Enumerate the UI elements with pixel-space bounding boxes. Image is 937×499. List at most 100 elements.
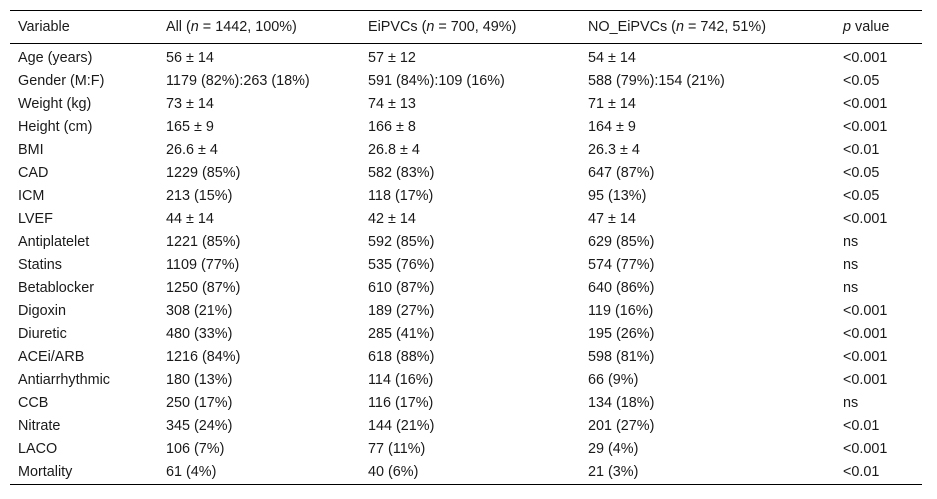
cell-variable: ICM [18,188,45,204]
cell-no-eipvcs: 21 (3%) [588,464,639,480]
cell-variable: Digoxin [18,303,66,319]
header-no-eipvcs: NO_EiPVCs (n = 742, 51%) [588,19,766,35]
table-row: Weight (kg) 73 ± 14 74 ± 13 71 ± 14 <0.001 [10,93,922,116]
cell-p-value: <0.01 [843,418,880,434]
data-table-container: Variable All (n = 1442, 100%) EiPVCs (n … [10,10,922,485]
patient-characteristics-table: Variable All (n = 1442, 100%) EiPVCs (n … [10,10,922,485]
cell-variable: LACO [18,441,58,457]
table-row: LACO 106 (7%) 77 (11%) 29 (4%) <0.001 [10,438,922,461]
cell-variable: Height (cm) [18,119,93,135]
cell-no-eipvcs: 54 ± 14 [588,50,636,66]
cell-eipvcs: 591 (84%):109 (16%) [368,73,505,89]
table-header: Variable All (n = 1442, 100%) EiPVCs (n … [10,10,922,44]
cell-eipvcs: 77 (11%) [368,441,426,457]
cell-variable: Antiplatelet [18,234,90,250]
cell-all: 73 ± 14 [166,96,214,112]
cell-all: 106 (7%) [166,441,225,457]
header-p-value: p value [843,19,890,35]
table-body: Age (years) 56 ± 14 57 ± 12 54 ± 14 <0.001 Ge… [10,44,922,485]
header-all: All (n = 1442, 100%) [166,19,297,35]
cell-p-value: <0.001 [843,50,888,66]
table-row: Statins 1109 (77%) 535 (76%) 574 (77%) ns [10,254,922,277]
cell-p-value: <0.05 [843,165,880,181]
table-row: Gender (M:F) 1179 (82%):263 (18%) 591 (84%… [10,70,922,93]
table-row: Diuretic 480 (33%) 285 (41%) 195 (26%) <0.00… [10,323,922,346]
table-row: Nitrate 345 (24%) 144 (21%) 201 (27%) <0.01 [10,415,922,438]
cell-eipvcs: 189 (27%) [368,303,435,319]
cell-all: 1250 (87%) [166,280,241,296]
cell-eipvcs: 166 ± 8 [368,119,416,135]
table-row: CCB 250 (17%) 116 (17%) 134 (18%) ns [10,392,922,415]
cell-all: 1229 (85%) [166,165,241,181]
cell-no-eipvcs: 195 (26%) [588,326,655,342]
cell-all: 480 (33%) [166,326,233,342]
cell-eipvcs: 116 (17%) [368,395,434,411]
cell-eipvcs: 144 (21%) [368,418,435,434]
cell-variable: CAD [18,165,49,181]
cell-all: 165 ± 9 [166,119,214,135]
cell-variable: Diuretic [18,326,67,342]
table-row: Digoxin 308 (21%) 189 (27%) 119 (16%) <0.001 [10,300,922,323]
cell-no-eipvcs: 29 (4%) [588,441,639,457]
cell-no-eipvcs: 598 (81%) [588,349,655,365]
cell-no-eipvcs: 47 ± 14 [588,211,636,227]
table-row: CAD 1229 (85%) 582 (83%) 647 (87%) <0.05 [10,162,922,185]
cell-all: 180 (13%) [166,372,233,388]
cell-p-value: <0.05 [843,73,880,89]
header-eipvcs: EiPVCs (n = 700, 49%) [368,19,517,35]
cell-variable: BMI [18,142,44,158]
cell-p-value: <0.001 [843,96,888,112]
cell-eipvcs: 42 ± 14 [368,211,416,227]
cell-no-eipvcs: 119 (16%) [588,303,654,319]
cell-variable: Antiarrhythmic [18,372,110,388]
table-row: Height (cm) 165 ± 9 166 ± 8 164 ± 9 <0.001 [10,116,922,139]
cell-no-eipvcs: 647 (87%) [588,165,655,181]
cell-p-value: <0.001 [843,211,888,227]
cell-eipvcs: 26.8 ± 4 [368,142,420,158]
cell-variable: Gender (M:F) [18,73,105,89]
table-row: ICM 213 (15%) 118 (17%) 95 (13%) <0.05 [10,185,922,208]
cell-no-eipvcs: 574 (77%) [588,257,655,273]
cell-no-eipvcs: 95 (13%) [588,188,647,204]
cell-variable: Betablocker [18,280,94,296]
cell-variable: ACEi/ARB [18,349,85,365]
cell-all: 1216 (84%) [166,349,241,365]
cell-no-eipvcs: 629 (85%) [588,234,655,250]
cell-eipvcs: 592 (85%) [368,234,435,250]
cell-p-value: <0.001 [843,326,888,342]
cell-no-eipvcs: 164 ± 9 [588,119,636,135]
cell-variable: LVEF [18,211,53,227]
cell-eipvcs: 610 (87%) [368,280,435,296]
cell-eipvcs: 118 (17%) [368,188,434,204]
cell-variable: Age (years) [18,50,93,66]
table-row: Age (years) 56 ± 14 57 ± 12 54 ± 14 <0.001 [10,44,922,71]
cell-no-eipvcs: 640 (86%) [588,280,655,296]
cell-no-eipvcs: 71 ± 14 [588,96,636,112]
cell-p-value: <0.05 [843,188,880,204]
table-row: LVEF 44 ± 14 42 ± 14 47 ± 14 <0.001 [10,208,922,231]
cell-variable: Weight (kg) [18,96,92,112]
cell-p-value: ns [843,280,859,296]
cell-eipvcs: 114 (16%) [368,372,434,388]
cell-p-value: <0.001 [843,372,888,388]
cell-p-value: <0.001 [843,349,888,365]
cell-p-value: <0.01 [843,142,880,158]
cell-p-value: <0.001 [843,303,888,319]
cell-p-value: ns [843,395,859,411]
cell-all: 308 (21%) [166,303,233,319]
cell-no-eipvcs: 66 (9%) [588,372,639,388]
table-row: Antiarrhythmic 180 (13%) 114 (16%) 66 (9%) <… [10,369,922,392]
cell-no-eipvcs: 26.3 ± 4 [588,142,640,158]
cell-p-value: <0.001 [843,441,888,457]
cell-p-value: ns [843,257,859,273]
cell-eipvcs: 618 (88%) [368,349,435,365]
cell-variable: Mortality [18,464,73,480]
header-variable: Variable [18,19,70,35]
cell-p-value: <0.001 [843,119,888,135]
header-row: Variable All (n = 1442, 100%) EiPVCs (n … [10,10,922,44]
table-row: BMI 26.6 ± 4 26.8 ± 4 26.3 ± 4 <0.01 [10,139,922,162]
cell-no-eipvcs: 588 (79%):154 (21%) [588,73,725,89]
cell-all: 44 ± 14 [166,211,214,227]
table-row: ACEi/ARB 1216 (84%) 618 (88%) 598 (81%) <0.0… [10,346,922,369]
cell-eipvcs: 582 (83%) [368,165,435,181]
